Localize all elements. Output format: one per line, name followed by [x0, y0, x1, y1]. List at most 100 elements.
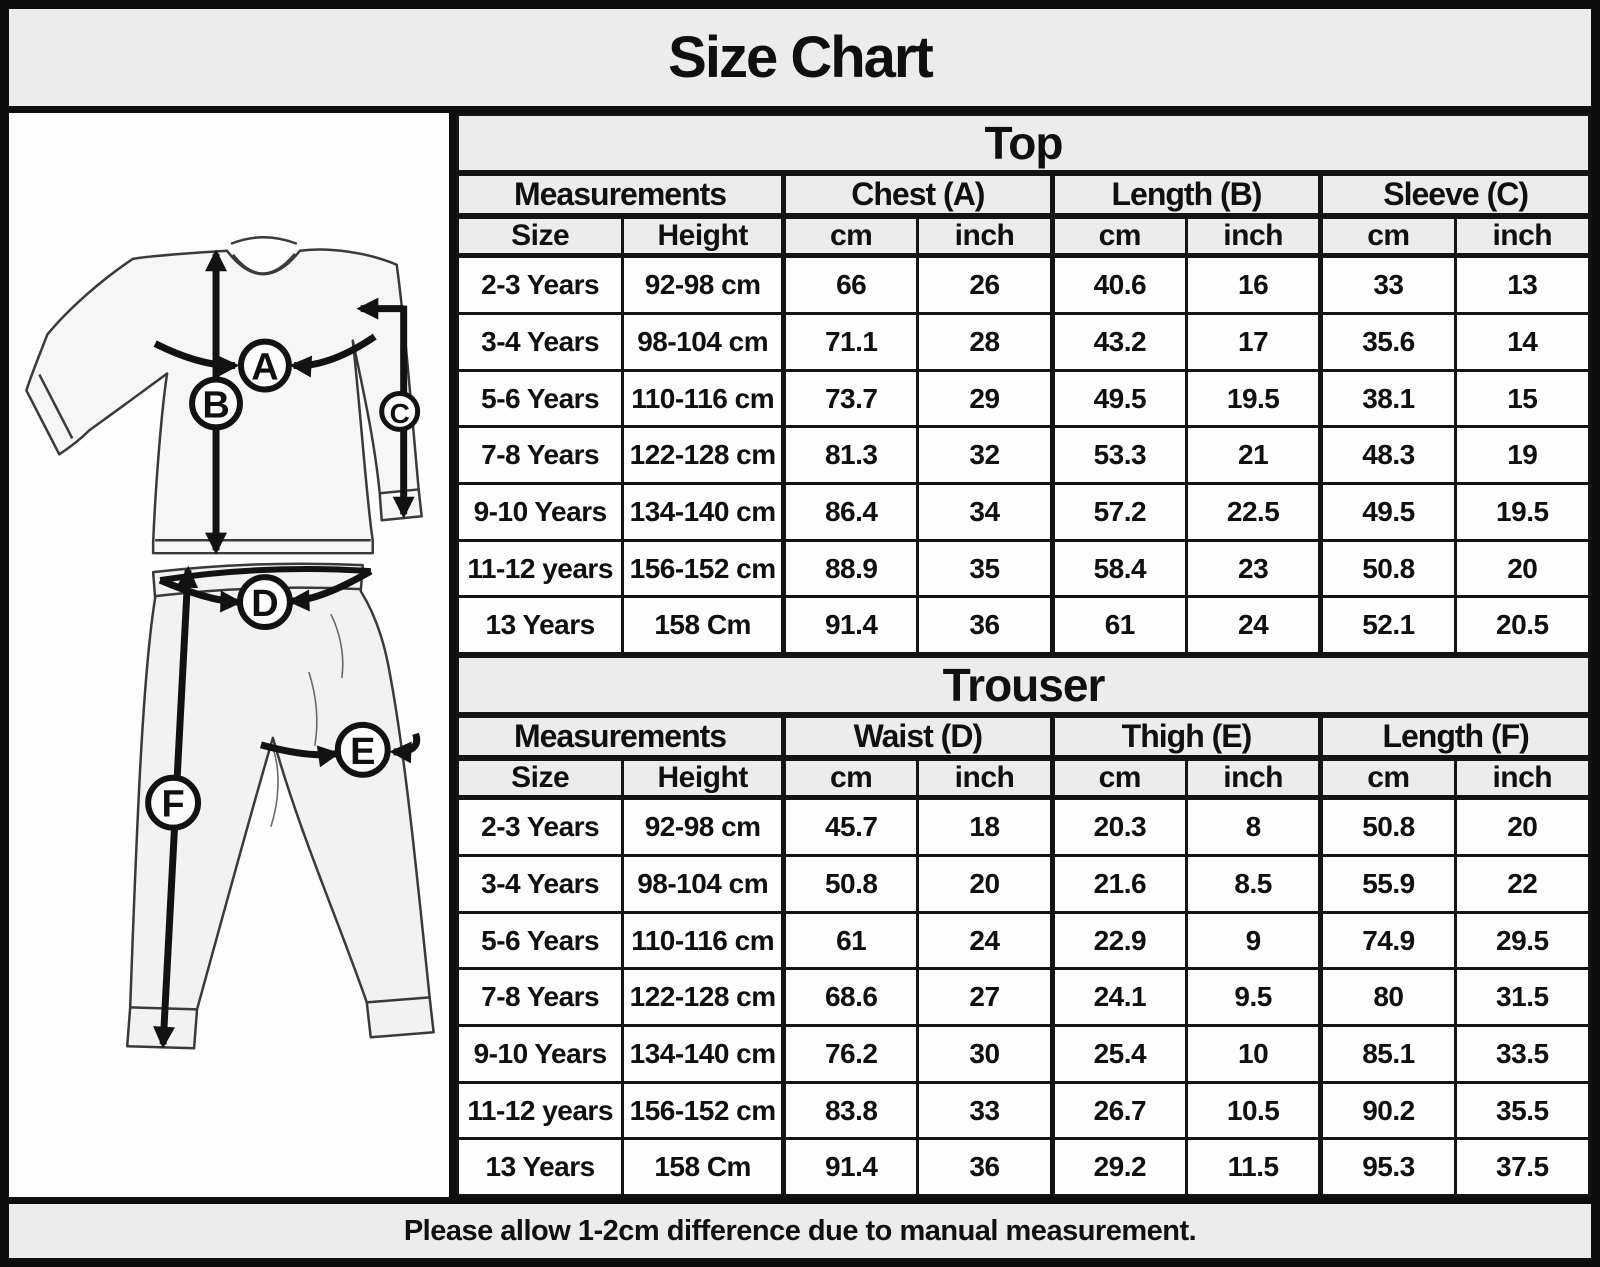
value-cell: 28 [916, 312, 1054, 372]
value-cell: 91.4 [781, 595, 920, 655]
value-cell: 23 [1184, 538, 1323, 599]
size-cell: 7-8 Years [455, 425, 625, 486]
footer-note: Please allow 1-2cm difference due to man… [403, 1214, 1197, 1247]
value-cell: 26 [916, 253, 1054, 316]
value-cell: 8.5 [1184, 854, 1323, 914]
column-header: cm [781, 756, 920, 800]
value-cell: 95.3 [1318, 1137, 1457, 1197]
height-cell: 156-152 cm [621, 1080, 786, 1141]
value-cell: 40.6 [1049, 253, 1188, 316]
height-cell: 134-140 cm [621, 482, 786, 542]
height-cell: 158 Cm [621, 1137, 786, 1197]
height-cell: 92-98 cm [621, 253, 786, 316]
table-row: 11-12 years 156-152 cm 88.9 35 58.4 23 50.8 20 [455, 538, 1591, 599]
value-cell: 22.5 [1184, 482, 1323, 542]
value-cell: 38.1 [1318, 368, 1457, 429]
size-cell: 13 Years [455, 595, 625, 655]
value-cell: 83.8 [781, 1080, 920, 1141]
value-cell: 29.2 [1049, 1137, 1188, 1197]
height-cell: 110-116 cm [621, 910, 786, 971]
value-cell: 49.5 [1318, 482, 1457, 542]
chest-arrow-right [289, 333, 377, 378]
thigh-arrow-left [260, 741, 341, 768]
value-cell: 36 [916, 595, 1054, 655]
value-cell: 66 [781, 253, 920, 316]
value-cell: 33 [1318, 253, 1457, 316]
column-header: inch [1184, 756, 1323, 800]
value-cell: 76.2 [781, 1024, 920, 1084]
page-title: Size Chart [668, 25, 934, 90]
value-cell: 29.5 [1453, 910, 1591, 971]
value-cell: 35 [916, 538, 1054, 599]
column-header: inch [1184, 214, 1323, 258]
value-cell: 13 [1453, 253, 1591, 316]
value-cell: 50.8 [781, 854, 920, 914]
table-row: 2-3 Years 92-98 cm 66 26 40.6 16 33 13 [455, 253, 1591, 316]
height-cell: 92-98 cm [621, 795, 786, 858]
value-cell: 22.9 [1049, 910, 1188, 971]
value-cell: 43.2 [1049, 312, 1188, 372]
height-cell: 158 Cm [621, 595, 786, 655]
value-cell: 81.3 [781, 425, 920, 486]
height-cell: 122-128 cm [621, 967, 786, 1028]
value-cell: 71.1 [781, 312, 920, 372]
table-row: 11-12 years 156-152 cm 83.8 33 26.7 10.5 90.2 3… [455, 1080, 1591, 1141]
value-cell: 26.7 [1049, 1080, 1188, 1141]
chest-arrow-left [153, 340, 240, 378]
value-cell: 19.5 [1184, 368, 1323, 429]
thigh-arrow-right [389, 732, 421, 764]
value-cell: 61 [781, 910, 920, 971]
size-cell: 9-10 Years [455, 1024, 625, 1084]
table-row: 2-3 Years 92-98 cm 45.7 18 20.3 8 50.8 20 [455, 795, 1591, 858]
label-d: D [251, 583, 278, 625]
column-header: cm [1049, 214, 1188, 258]
label-b-circle [189, 376, 243, 431]
value-cell: 9.5 [1184, 967, 1323, 1028]
top-table-section: Top Measurements Chest (A) Length (B) Sleeve… [455, 113, 1591, 655]
table-row: 13 Years 158 Cm 91.4 36 61 24 52.1 20.5 [455, 595, 1591, 655]
label-d-circle [236, 574, 293, 631]
value-cell: 14 [1453, 312, 1591, 372]
value-cell: 31.5 [1453, 967, 1591, 1028]
value-cell: 37.5 [1453, 1137, 1591, 1197]
waist-arrow-right [287, 568, 373, 612]
label-b: B [202, 384, 229, 426]
value-cell: 48.3 [1318, 425, 1457, 486]
value-cell: 58.4 [1049, 538, 1188, 599]
label-f-circle [145, 774, 202, 831]
height-cell: 110-116 cm [621, 368, 786, 429]
size-cell: 3-4 Years [455, 854, 625, 914]
value-cell: 36 [916, 1137, 1054, 1197]
value-cell: 45.7 [781, 795, 920, 858]
label-c: C [390, 398, 410, 429]
height-cell: 134-140 cm [621, 1024, 786, 1084]
value-cell: 49.5 [1049, 368, 1188, 429]
value-cell: 50.8 [1318, 795, 1457, 858]
value-cell: 35.6 [1318, 312, 1457, 372]
top-size-table: Top Measurements Chest (A) Length (B) Sleeve… [455, 113, 1591, 655]
height-cell: 98-104 cm [621, 312, 786, 372]
value-cell: 19.5 [1453, 482, 1591, 542]
measurement-labels: A B C D E F [145, 338, 421, 831]
group-header: Thigh (E) [1049, 713, 1323, 761]
value-cell: 24.1 [1049, 967, 1188, 1028]
label-e: E [350, 731, 375, 773]
group-header: Measurements [455, 171, 786, 219]
value-cell: 33 [916, 1080, 1054, 1141]
label-e-circle [334, 721, 391, 778]
value-cell: 52.1 [1318, 595, 1457, 655]
column-header: Size [455, 756, 625, 800]
column-header: Size [455, 214, 625, 258]
column-header: cm [1049, 756, 1188, 800]
section-title-trouser: Trouser [456, 655, 1591, 718]
table-row: 13 Years 158 Cm 91.4 36 29.2 11.5 95.3 37.5 [455, 1137, 1591, 1197]
value-cell: 35.5 [1453, 1080, 1591, 1141]
size-cell: 13 Years [455, 1137, 625, 1197]
value-cell: 8 [1184, 795, 1323, 858]
value-cell: 85.1 [1318, 1024, 1457, 1084]
value-cell: 20.3 [1049, 795, 1188, 858]
column-header: cm [781, 214, 920, 258]
table-row: 9-10 Years 134-140 cm 86.4 34 57.2 22.5 49.5 19… [455, 482, 1591, 542]
value-cell: 90.2 [1318, 1080, 1457, 1141]
value-cell: 50.8 [1318, 538, 1457, 599]
